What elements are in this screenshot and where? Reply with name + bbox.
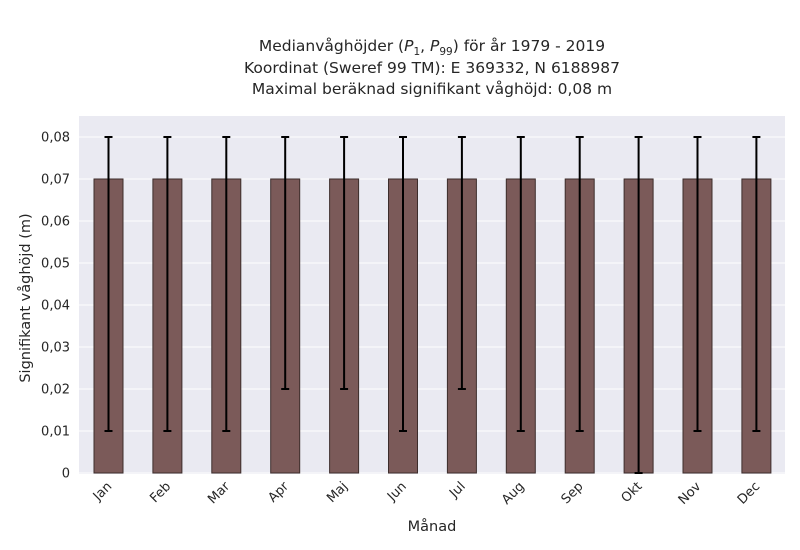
error-bar-nov: [693, 136, 702, 432]
x-tick-label: Maj: [324, 479, 351, 506]
x-tick-label: Okt: [619, 479, 646, 506]
x-tick-label: Mar: [205, 479, 233, 507]
error-bar-jul: [457, 136, 466, 390]
y-tick-label: 0,01: [41, 425, 70, 440]
error-bar-dec: [752, 136, 761, 432]
error-bar-feb: [163, 136, 172, 432]
y-axis-label: Signifikant våghöjd (m): [17, 213, 34, 382]
plot-area: [79, 116, 785, 474]
x-tick-label: Jul: [446, 479, 468, 501]
error-bar-jan: [104, 136, 113, 432]
x-tick-label: Aug: [499, 479, 528, 508]
y-axis-ticks: 0 0,01 0,02 0,03 0,04 0,05 0,06 0,07 0,08: [41, 131, 70, 482]
chart-title-line-1: Medianvåghöjder (P1, P99) för år 1979 - …: [259, 37, 605, 58]
y-tick-label: 0,03: [41, 341, 70, 356]
x-tick-label: Dec: [735, 479, 763, 507]
error-bar-maj: [340, 136, 349, 390]
y-tick-label: 0,02: [41, 383, 70, 398]
error-bars: [104, 136, 761, 474]
error-bar-okt: [634, 136, 643, 474]
error-bar-aug: [516, 136, 525, 432]
error-bar-sep: [575, 136, 584, 432]
y-tick-label: 0,06: [41, 215, 70, 230]
x-axis-label: Månad: [408, 518, 457, 535]
chart-title-line-3: Maximal beräknad signifikant våghöjd: 0,…: [252, 80, 612, 98]
x-tick-label: Feb: [147, 479, 174, 506]
x-tick-label: Jun: [384, 479, 410, 505]
error-bar-apr: [281, 136, 290, 390]
y-tick-label: 0,08: [41, 131, 70, 146]
chart-title: Medianvåghöjder (P1, P99) för år 1979 - …: [244, 37, 620, 98]
error-bar-jun: [399, 136, 407, 432]
y-tick-label: 0,05: [41, 257, 70, 272]
chart-title-line-2: Koordinat (Sweref 99 TM): E 369332, N 61…: [244, 59, 620, 77]
error-bar-mar: [222, 136, 231, 432]
y-tick-label: 0,07: [41, 173, 70, 188]
x-tick-label: Sep: [559, 479, 587, 507]
x-tick-label: Jan: [90, 479, 115, 504]
x-axis-ticks: Jan Feb Mar Apr Maj Jun Jul Aug Sep Okt Nov Dec: [90, 479, 763, 508]
y-tick-label: 0: [62, 467, 70, 482]
y-tick-label: 0,04: [41, 299, 70, 314]
x-tick-label: Nov: [676, 479, 705, 508]
grid-lines: [79, 136, 785, 474]
x-tick-label: Apr: [266, 479, 293, 506]
